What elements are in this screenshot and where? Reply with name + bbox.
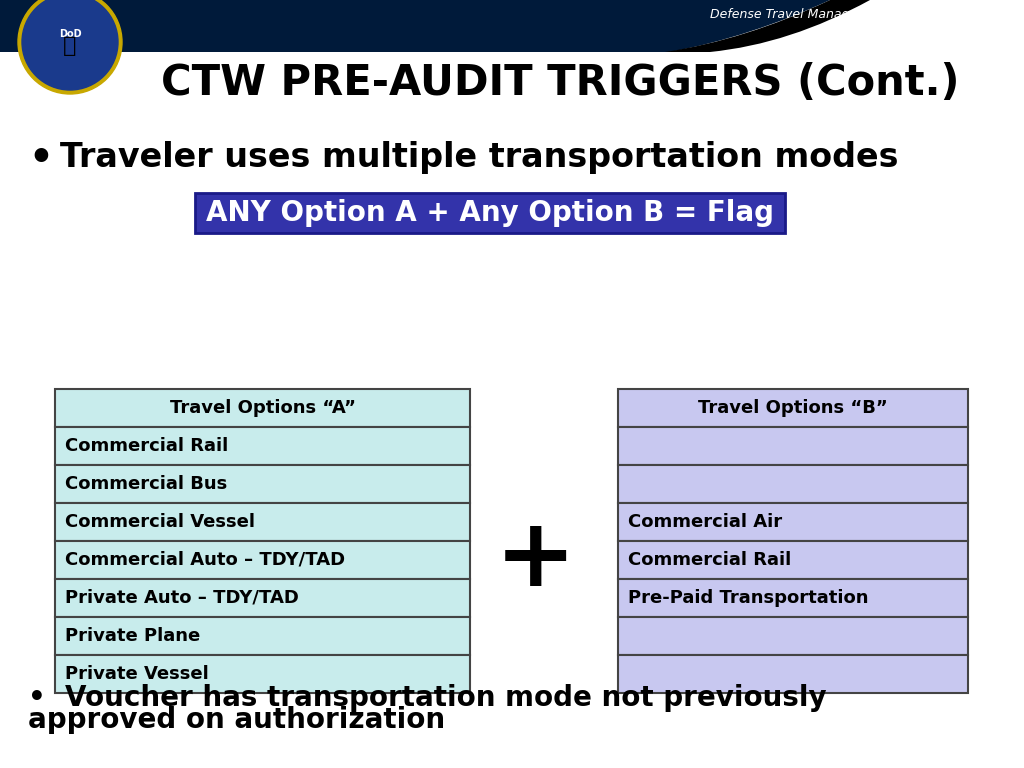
FancyBboxPatch shape <box>55 389 470 427</box>
Text: Defense Travel Management Office: Defense Travel Management Office <box>710 8 930 21</box>
FancyBboxPatch shape <box>618 465 968 503</box>
FancyBboxPatch shape <box>55 579 470 617</box>
FancyBboxPatch shape <box>618 579 968 617</box>
Text: +: + <box>495 514 575 607</box>
Text: Commercial Rail: Commercial Rail <box>628 551 792 569</box>
FancyBboxPatch shape <box>618 503 968 541</box>
Text: Commercial Bus: Commercial Bus <box>65 475 227 493</box>
FancyBboxPatch shape <box>55 655 470 693</box>
Text: •: • <box>28 139 53 177</box>
FancyBboxPatch shape <box>618 427 968 465</box>
Text: Commercial Auto – TDY/TAD: Commercial Auto – TDY/TAD <box>65 551 345 569</box>
Text: Commercial Rail: Commercial Rail <box>65 437 228 455</box>
FancyBboxPatch shape <box>55 427 470 465</box>
FancyBboxPatch shape <box>618 389 968 427</box>
FancyBboxPatch shape <box>55 617 470 655</box>
FancyBboxPatch shape <box>618 655 968 693</box>
Text: 🦅: 🦅 <box>63 36 77 56</box>
Text: DoD: DoD <box>58 29 81 39</box>
Circle shape <box>22 0 118 90</box>
FancyBboxPatch shape <box>195 193 785 233</box>
Text: •  Voucher has transportation mode not previously: • Voucher has transportation mode not pr… <box>28 684 826 712</box>
Text: approved on authorization: approved on authorization <box>28 706 445 734</box>
FancyBboxPatch shape <box>55 541 470 579</box>
PathPatch shape <box>665 0 870 52</box>
Bar <box>0 0 1024 52</box>
Text: ANY Option A + Any Option B = Flag: ANY Option A + Any Option B = Flag <box>206 199 774 227</box>
Circle shape <box>18 0 122 94</box>
PathPatch shape <box>670 0 1024 52</box>
FancyBboxPatch shape <box>55 465 470 503</box>
Text: Commercial Air: Commercial Air <box>628 513 782 531</box>
Text: Travel Options “B”: Travel Options “B” <box>698 399 888 417</box>
Text: Private Auto – TDY/TAD: Private Auto – TDY/TAD <box>65 589 299 607</box>
Text: Pre-Paid Transportation: Pre-Paid Transportation <box>628 589 868 607</box>
Text: CTW PRE-AUDIT TRIGGERS (Cont.): CTW PRE-AUDIT TRIGGERS (Cont.) <box>161 62 959 104</box>
Text: Private Vessel: Private Vessel <box>65 665 209 683</box>
FancyBboxPatch shape <box>618 617 968 655</box>
Text: Travel Options “A”: Travel Options “A” <box>170 399 355 417</box>
FancyBboxPatch shape <box>618 541 968 579</box>
Text: Commercial Vessel: Commercial Vessel <box>65 513 255 531</box>
FancyBboxPatch shape <box>55 503 470 541</box>
Text: Private Plane: Private Plane <box>65 627 201 645</box>
Text: Traveler uses multiple transportation modes: Traveler uses multiple transportation mo… <box>60 141 898 174</box>
